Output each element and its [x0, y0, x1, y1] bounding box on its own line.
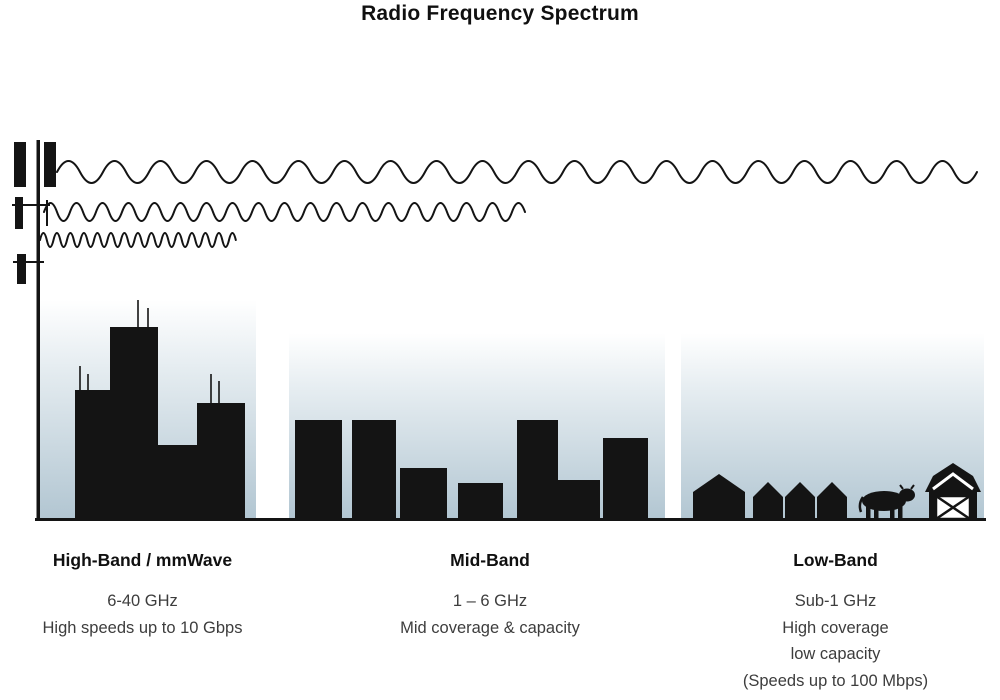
- high-band-skyline: [75, 300, 245, 519]
- house-icon: [817, 482, 847, 519]
- mid-band-frequency: 1 – 6 GHz: [452, 592, 528, 610]
- low-band-wave-icon: [56, 160, 978, 184]
- cow-icon: [858, 484, 915, 519]
- house-icon: [753, 482, 783, 519]
- section-label-mid-band: Mid-Band 1 – 6 GHz Mid coverage & capaci…: [345, 550, 635, 641]
- mid-band-skyline: [295, 420, 648, 519]
- page-title: Radio Frequency Spectrum: [361, 2, 639, 25]
- high-band-frequency: 6-40 GHz: [107, 592, 178, 610]
- high-band-wave-icon: [39, 232, 237, 248]
- house-icon: [693, 474, 745, 519]
- section-label-high-band: High-Band / mmWave 6-40 GHz High speeds …: [10, 550, 275, 641]
- mid-band-description: Mid coverage & capacity: [400, 618, 580, 637]
- low-band-frequency: Sub-1 GHz: [794, 592, 877, 610]
- low-band-rural-scene: [693, 463, 981, 521]
- low-band-description-1: High coverage: [782, 618, 889, 637]
- low-band-title: Low-Band: [793, 550, 878, 570]
- high-band-description: High speeds up to 10 Gbps: [42, 618, 243, 637]
- mid-band-title: Mid-Band: [450, 550, 530, 570]
- high-band-title: High-Band / mmWave: [52, 550, 233, 570]
- house-icon: [785, 482, 815, 519]
- section-label-low-band: Low-Band Sub-1 GHz High coverage low cap…: [683, 550, 988, 694]
- low-band-description-2: low capacity: [790, 645, 881, 663]
- barn-icon: [925, 463, 981, 521]
- cell-tower-icon: [12, 140, 56, 519]
- low-band-description-3: (Speeds up to 100 Mbps): [742, 671, 929, 690]
- mid-band-wave-icon: [43, 202, 526, 222]
